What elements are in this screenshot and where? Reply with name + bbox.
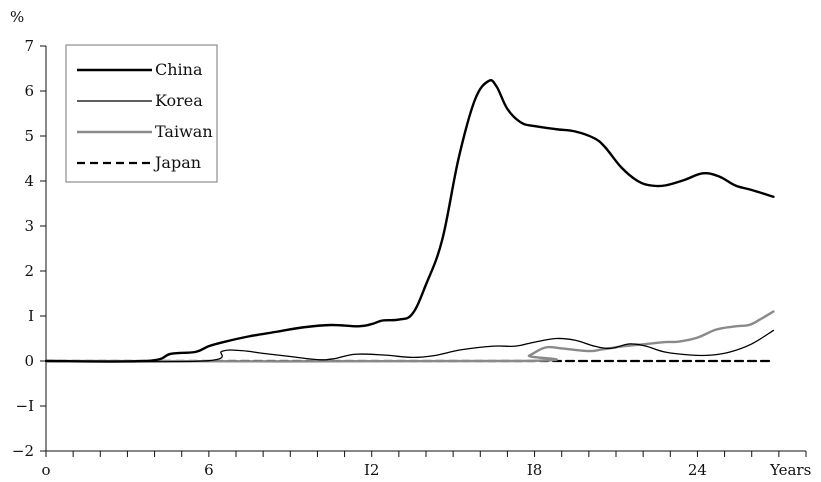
- y-tick-label: −I: [16, 397, 35, 415]
- series-line-korea: [45, 329, 775, 363]
- x-tick-label: o: [41, 461, 50, 479]
- y-tick-label: 5: [24, 127, 34, 145]
- y-tick-label: 4: [24, 172, 34, 190]
- legend-box: [65, 44, 218, 183]
- y-tick-label: 6: [24, 82, 34, 100]
- x-tick-label: 24: [688, 461, 707, 479]
- y-ticks: −2 −I 0 I 2 3 4 5 6 7: [12, 37, 46, 460]
- series-line-taiwan: [44, 310, 775, 363]
- legend-items: China Korea Taiwan Japan: [77, 60, 213, 172]
- y-tick-label: 3: [24, 217, 34, 235]
- series-layer: [44, 79, 775, 363]
- x-tick-label: 6: [204, 461, 214, 479]
- legend-label-japan: Japan: [153, 153, 201, 172]
- x-tick-label: I2: [364, 461, 379, 479]
- x-axis-unit-label: Years: [769, 461, 811, 479]
- y-tick-label: 2: [24, 262, 34, 280]
- series-line-china: [44, 79, 775, 363]
- y-axis-unit-label: %: [10, 8, 24, 26]
- y-tick-label: 7: [24, 37, 34, 55]
- y-tick-label: 0: [24, 352, 34, 370]
- x-tick-label: I8: [527, 461, 542, 479]
- y-tick-label: −2: [12, 442, 34, 460]
- legend: China Korea Taiwan Japan: [65, 44, 218, 183]
- y-tick-label: I: [28, 307, 34, 325]
- x-ticks: o 6 I2 I8 24: [41, 451, 807, 479]
- legend-label-korea: Korea: [155, 91, 203, 110]
- legend-label-china: China: [155, 60, 203, 79]
- legend-label-taiwan: Taiwan: [155, 122, 213, 141]
